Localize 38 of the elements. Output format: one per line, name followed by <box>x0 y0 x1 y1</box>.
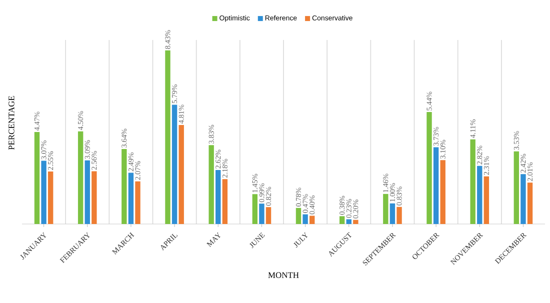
bar <box>128 172 134 224</box>
bar <box>34 132 40 224</box>
bar <box>84 160 90 224</box>
bar <box>433 147 439 224</box>
bar <box>339 216 345 224</box>
y-axis-title: PERCENTAGE <box>8 96 14 150</box>
bar <box>172 104 178 224</box>
bar <box>92 171 97 224</box>
bar <box>527 182 533 224</box>
bar <box>477 166 482 224</box>
bar <box>396 206 402 224</box>
bar <box>222 179 228 224</box>
bar <box>346 219 352 224</box>
bar <box>135 181 140 224</box>
bar <box>470 139 476 224</box>
bar <box>353 220 358 224</box>
bar <box>259 204 264 224</box>
bar <box>514 151 520 224</box>
bar <box>520 174 526 224</box>
bar <box>440 160 446 224</box>
bar <box>78 131 84 224</box>
bar <box>208 145 214 224</box>
bar <box>122 149 127 224</box>
bar <box>266 207 272 224</box>
x-axis-title: MONTH <box>268 272 299 278</box>
bar <box>390 203 396 224</box>
bar <box>296 208 302 224</box>
bar <box>48 171 54 224</box>
bar <box>309 216 315 224</box>
bar <box>216 170 221 224</box>
bar <box>165 50 170 224</box>
bar <box>252 194 258 224</box>
bar <box>383 194 388 224</box>
bar <box>426 112 432 224</box>
bar <box>484 176 490 224</box>
bar <box>302 214 308 224</box>
bar <box>41 160 46 224</box>
bar <box>178 124 184 224</box>
